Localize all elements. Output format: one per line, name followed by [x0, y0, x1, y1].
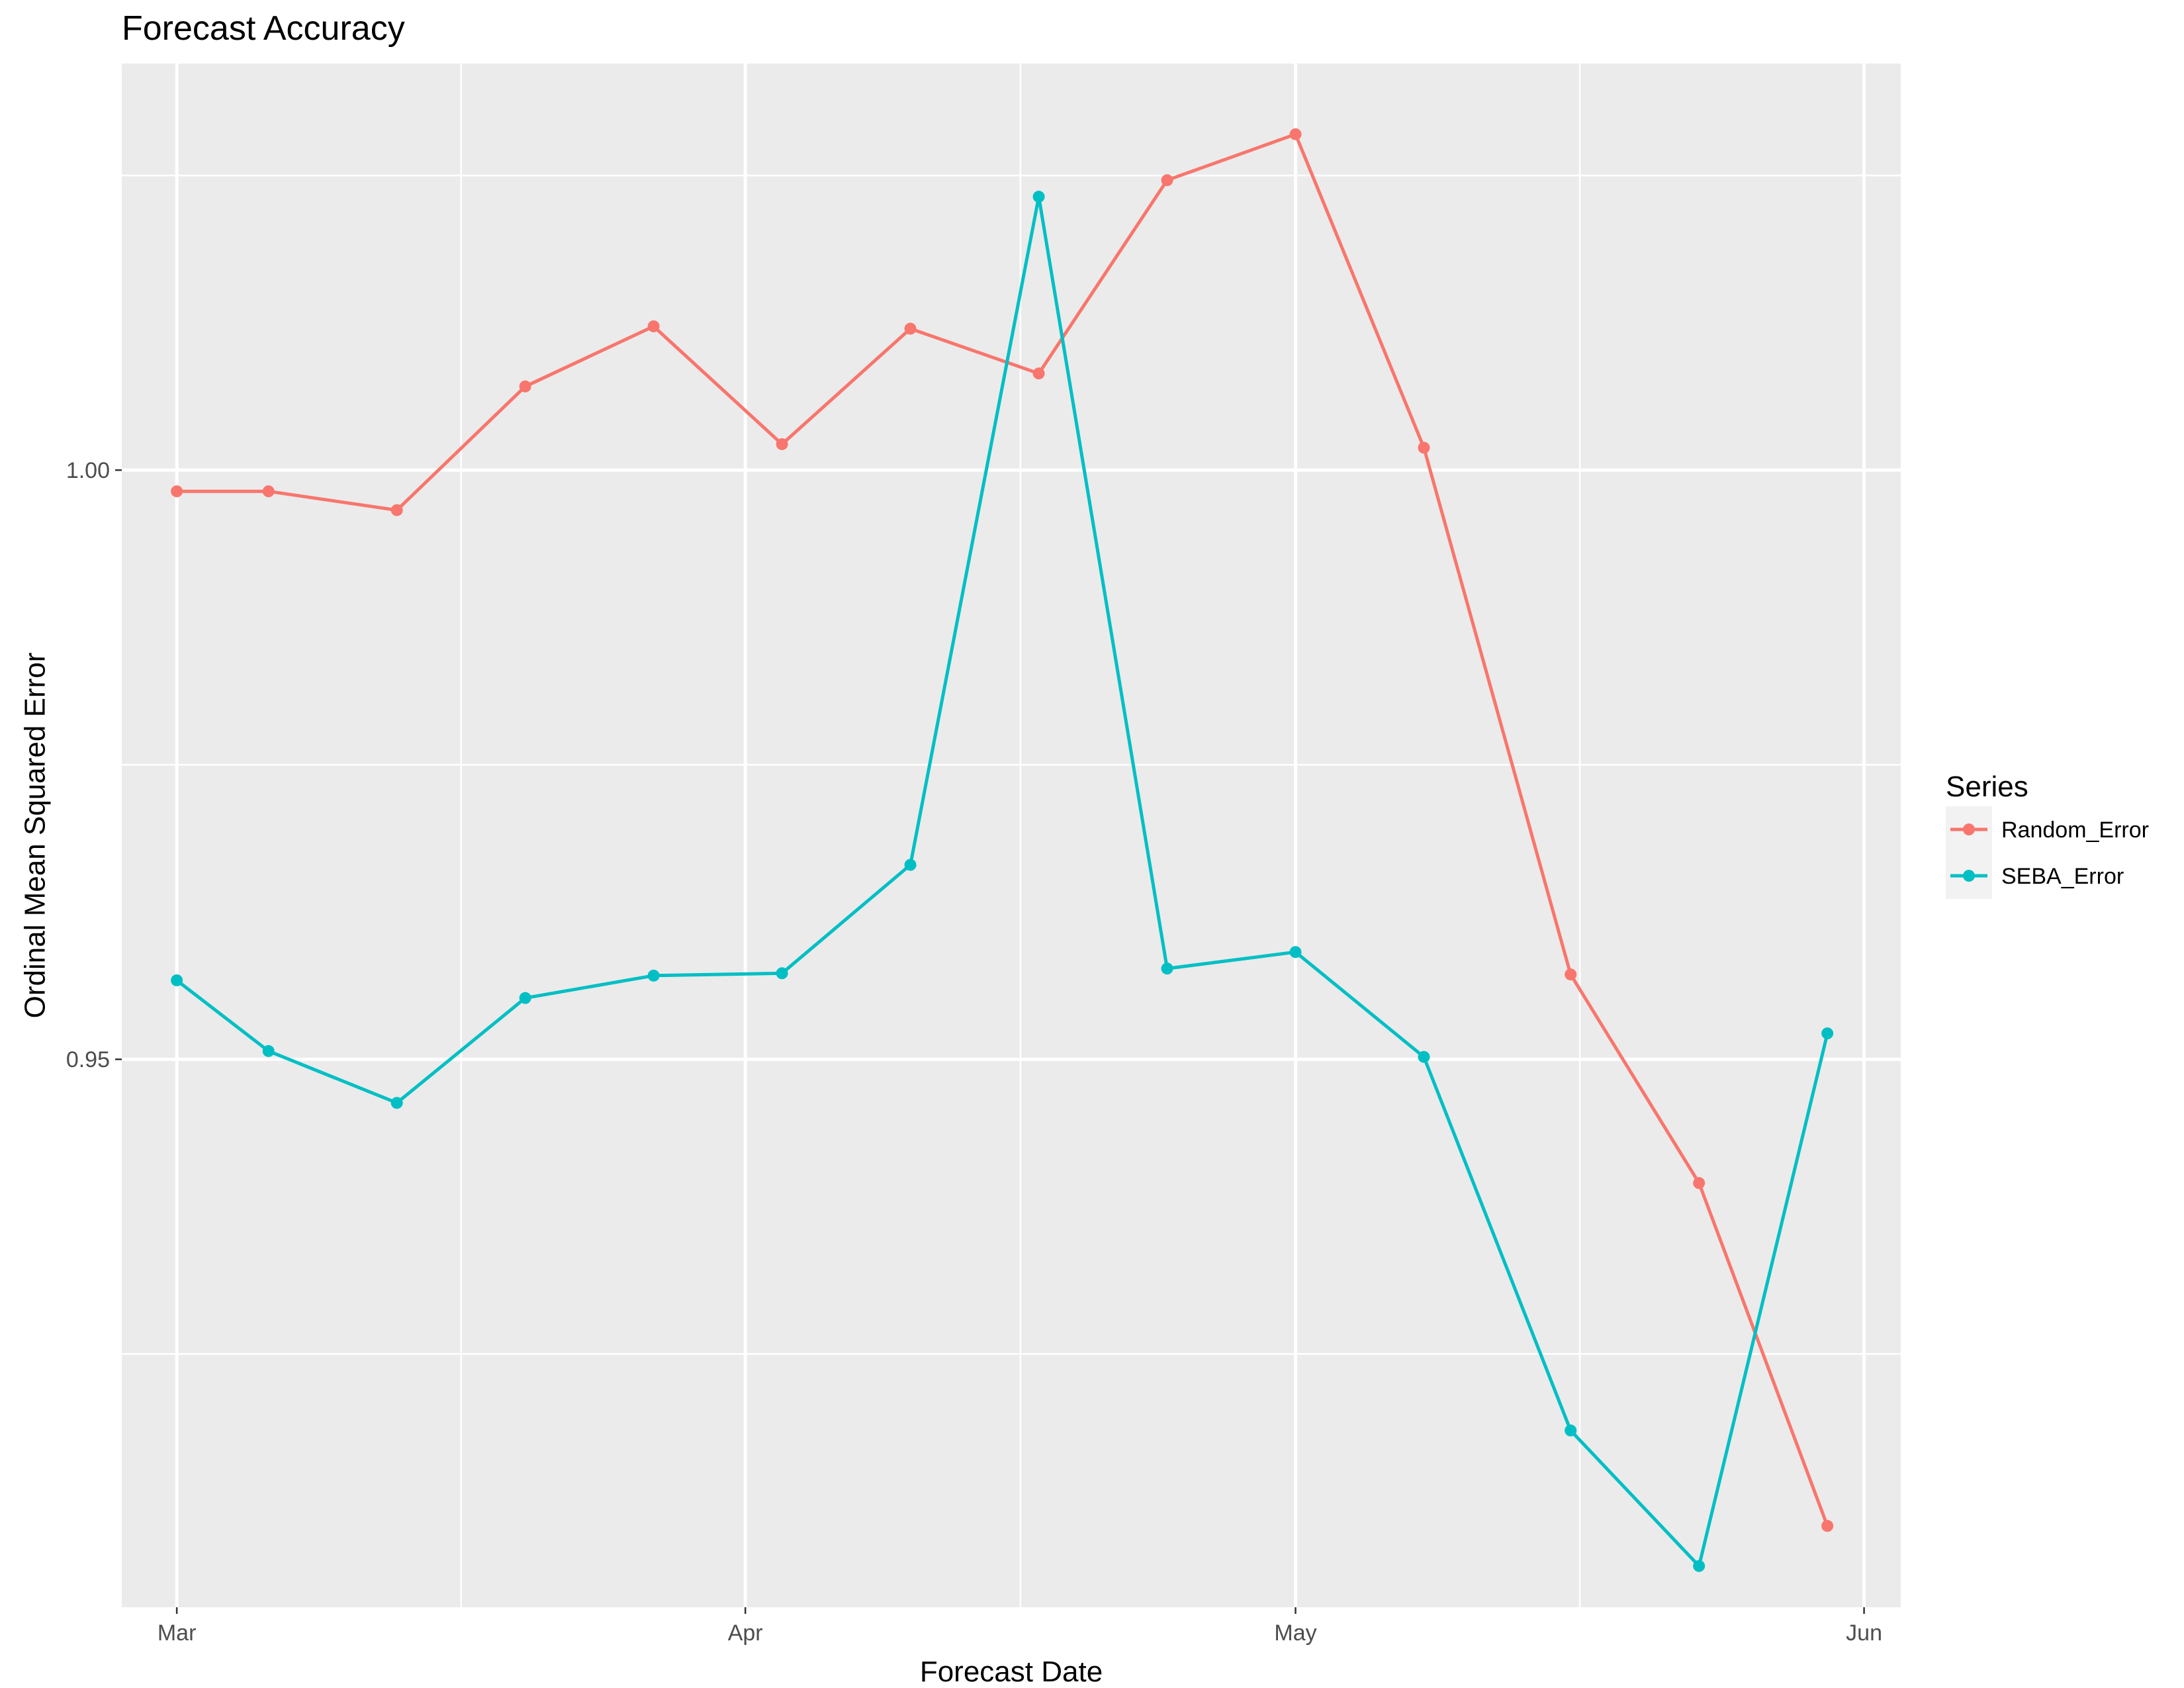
y-tick-label: 0.95 [66, 1047, 110, 1072]
data-point [1289, 946, 1302, 959]
data-point [1693, 1560, 1706, 1572]
x-axis-title: Forecast Date [920, 1656, 1103, 1688]
data-point [171, 485, 183, 498]
data-point [1161, 174, 1173, 187]
grid-lines [122, 64, 1901, 1607]
data-point [390, 504, 403, 516]
data-point [647, 969, 660, 982]
data-point [262, 1045, 275, 1057]
x-tick-label: Mar [158, 1620, 197, 1646]
legend-key-point [1963, 823, 1975, 835]
chart-title: Forecast Accuracy [122, 9, 405, 48]
series-line [175, 195, 1829, 1568]
data-point [776, 967, 788, 980]
data-point [647, 320, 660, 332]
x-tick-label: Jun [1846, 1620, 1882, 1646]
data-point [1821, 1027, 1834, 1040]
data-point [1418, 1051, 1430, 1063]
x-tick-label: Apr [728, 1620, 763, 1646]
data-point [1693, 1177, 1706, 1190]
data-point [1289, 128, 1302, 140]
data-point [1418, 442, 1430, 454]
series-line [177, 132, 1829, 1527]
data-point [1032, 191, 1045, 203]
axes: Mar Apr May Jun 0.95 1.00 [66, 458, 1882, 1646]
legend-label: SEBA_Error [2001, 864, 2124, 889]
legend-title: Series [1946, 771, 2028, 803]
data-point [1032, 367, 1045, 380]
data-point [519, 992, 531, 1004]
y-tick-label: 1.00 [66, 458, 110, 483]
data-point [1565, 968, 1577, 981]
data-point [1161, 962, 1173, 975]
data-point [776, 438, 788, 450]
plot-panel [122, 64, 1901, 1607]
legend: Series Random_Error SEBA_Error [1946, 771, 2149, 899]
data-point [1821, 1520, 1834, 1532]
data-point [519, 380, 531, 393]
data-point [171, 974, 183, 986]
data-point [1565, 1424, 1577, 1436]
series-layer [171, 128, 1834, 1572]
x-tick-label: May [1274, 1620, 1316, 1646]
data-point [262, 485, 275, 498]
data-point [904, 859, 917, 871]
y-axis-title: Ordinal Mean Squared Error [19, 653, 52, 1019]
legend-key-point [1963, 870, 1975, 882]
legend-label: Random_Error [2001, 818, 2149, 843]
data-point [904, 322, 917, 335]
data-point [390, 1097, 403, 1109]
